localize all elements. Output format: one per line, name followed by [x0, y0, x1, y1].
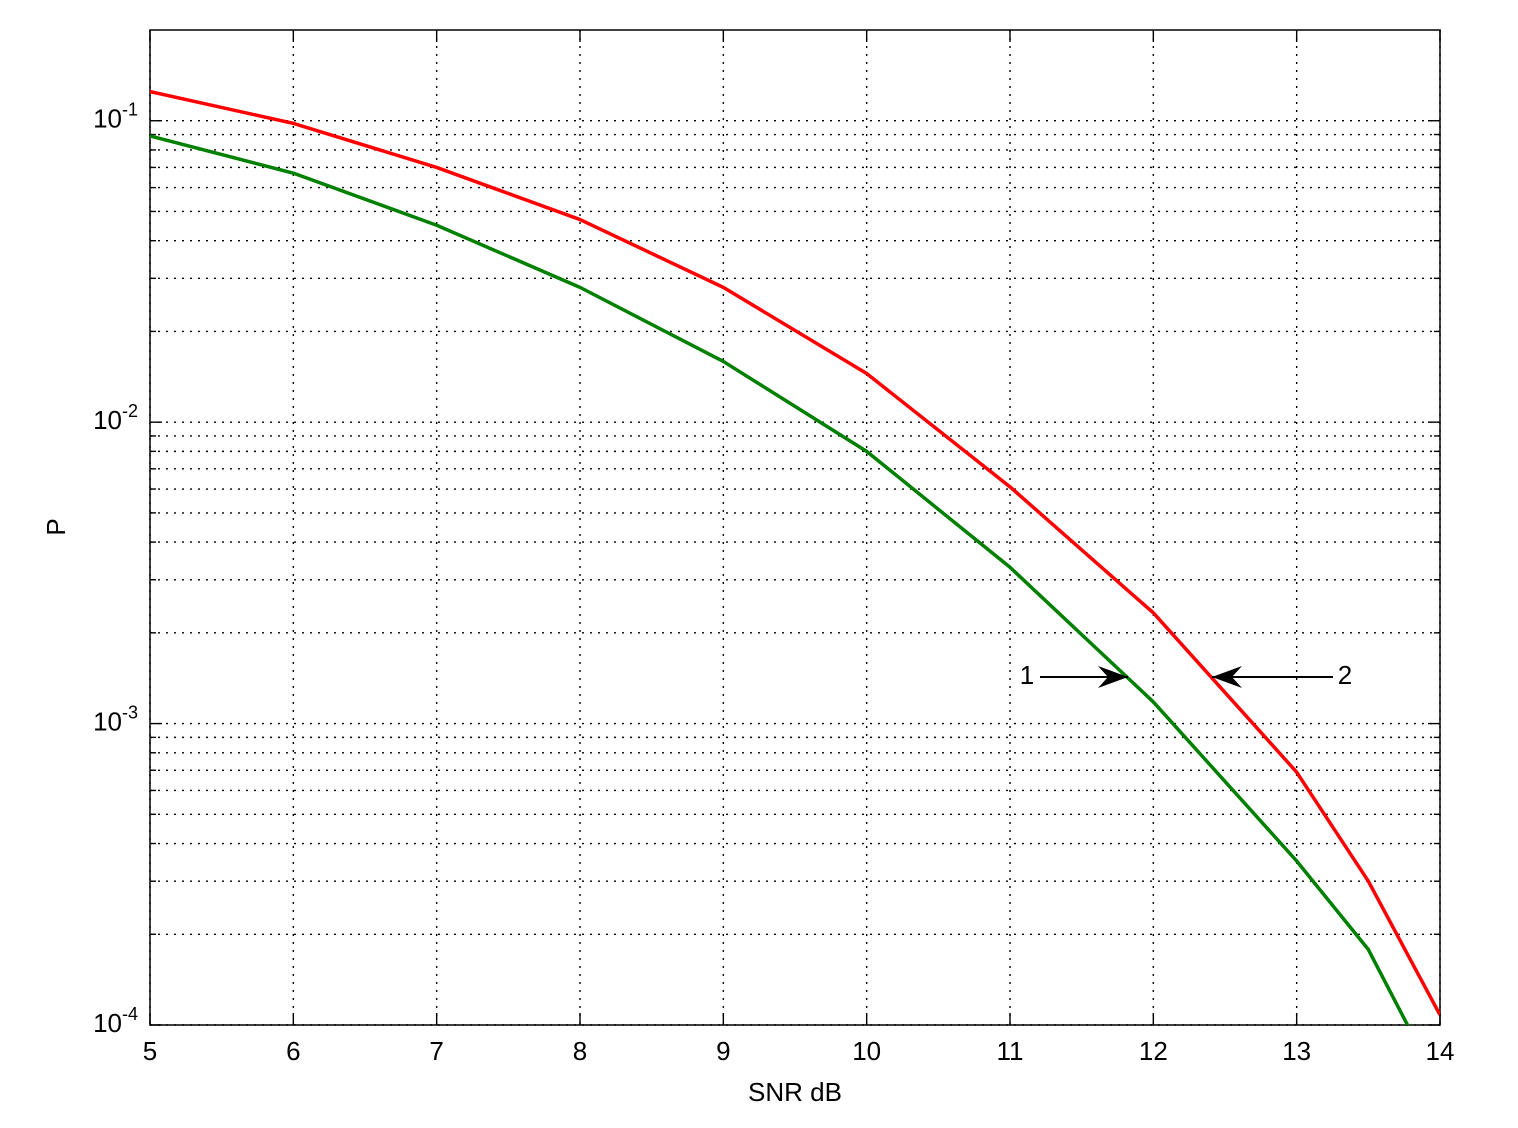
- annotation-arrowhead: [1212, 666, 1242, 688]
- y-tick-exponent: -3: [122, 702, 138, 722]
- annotation-arrowhead: [1098, 666, 1128, 688]
- y-tick-label: 10-1: [93, 99, 138, 133]
- x-tick-label: 13: [1282, 1036, 1311, 1066]
- x-tick-label: 12: [1139, 1036, 1168, 1066]
- axes-box: [149, 29, 1441, 1026]
- data-line: [150, 134, 1410, 1025]
- x-tick-label: 9: [716, 1036, 730, 1066]
- data-line: [150, 89, 1440, 1016]
- x-tick-label: 5: [143, 1036, 157, 1066]
- y-tick-base: 10: [93, 1008, 122, 1038]
- x-tick-label: 10: [852, 1036, 881, 1066]
- x-tick-label: 6: [286, 1036, 300, 1066]
- y-tick-base: 10: [93, 104, 122, 134]
- legend-label: 2: [1338, 660, 1352, 690]
- x-tick-label: 7: [429, 1036, 443, 1066]
- y-tick-exponent: -1: [122, 99, 138, 119]
- y-tick-exponent: -2: [122, 401, 138, 421]
- y-tick-label: 10-3: [93, 702, 138, 736]
- x-tick-label: 8: [573, 1036, 587, 1066]
- y-tick-label: 10-4: [93, 1004, 138, 1038]
- x-tick-label: 14: [1426, 1036, 1455, 1066]
- plot-lines: [150, 89, 1440, 1025]
- y-axis-label: P: [41, 518, 71, 535]
- x-tick-label: 11: [997, 1036, 1024, 1066]
- legend-label: 1: [1020, 660, 1034, 690]
- y-tick-label: 10-2: [93, 401, 138, 435]
- x-axis-label: SNR dB: [748, 1077, 842, 1107]
- y-tick-base: 10: [93, 706, 122, 736]
- y-tick-exponent: -4: [122, 1004, 138, 1024]
- y-tick-base: 10: [93, 405, 122, 435]
